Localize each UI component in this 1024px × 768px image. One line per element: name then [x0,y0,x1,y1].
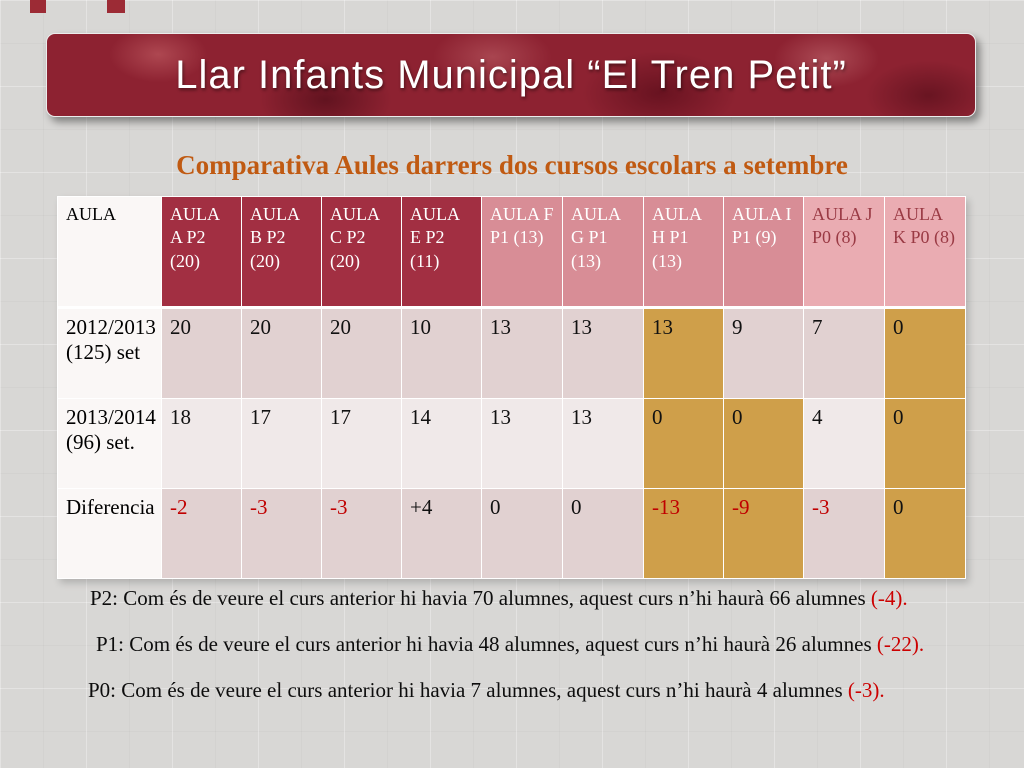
cell: +4 [401,488,482,579]
cell: 13 [481,307,563,399]
note-p2-highlight: (-4). [870,586,908,610]
deco-red-mark-1 [30,0,46,13]
note-p0: P0: Com és de veure el curs anterior hi … [88,678,924,702]
cell: 20 [161,307,242,399]
comparison-table: AULA AULA A P2 (20) AULA B P2 (20) AULA … [57,196,966,579]
cell: 17 [241,398,322,489]
table-row-2013-2014: 2013/2014 (96) set. 18 17 17 14 13 13 0 … [57,398,966,489]
cell-negative: -3 [803,488,885,579]
note-p1-text: P1: Com és de veure el curs anterior hi … [96,632,877,657]
cell-patterned-negative: -13 [643,488,724,579]
cell: 20 [321,307,402,399]
column-header-aula-f: AULA F P1 (13) [481,196,563,309]
cell: 10 [401,307,482,399]
column-header-aula-i: AULA I P1 (9) [723,196,804,309]
column-header-aula-e: AULA E P2 (11) [401,196,482,309]
row-label: 2012/2013 (125) set [57,307,162,399]
cell: 9 [723,307,804,399]
cell: 20 [241,307,322,399]
column-header-aula-h: AULA H P1 (13) [643,196,724,309]
note-p1-highlight: (-22). [876,632,925,657]
cell-patterned-negative: -9 [723,488,804,579]
cell: 13 [562,398,644,489]
cell-negative: -3 [321,488,402,579]
slide-title: Llar Infants Municipal “El Tren Petit” [175,52,847,97]
table-header-row: AULA AULA A P2 (20) AULA B P2 (20) AULA … [57,196,966,309]
cell-patterned: 0 [643,398,724,489]
slide-subtitle: Comparativa Aules darrers dos cursos esc… [176,150,848,180]
cell-negative: -3 [241,488,322,579]
cell-patterned: 0 [884,398,966,489]
notes-block: P2: Com és de veure el curs anterior hi … [88,586,924,724]
column-header-aula-g: AULA G P1 (13) [562,196,644,309]
deco-red-mark-2 [107,0,125,13]
cell: 13 [481,398,563,489]
note-p0-highlight: (-3). [847,678,885,703]
cell: 7 [803,307,885,399]
note-p0-text: P0: Com és de veure el curs anterior hi … [88,678,848,703]
cell-patterned: 0 [884,307,966,399]
row-label: Diferencia [57,488,162,579]
cell: 13 [562,307,644,399]
note-p2: P2: Com és de veure el curs anterior hi … [90,586,924,610]
table-corner-header: AULA [57,196,162,309]
column-header-aula-c: AULA C P2 (20) [321,196,402,309]
column-header-aula-j: AULA J P0 (8) [803,196,885,309]
cell: 4 [803,398,885,489]
note-p1: P1: Com és de veure el curs anterior hi … [96,632,924,656]
note-p2-text: P2: Com és de veure el curs anterior hi … [90,586,871,610]
cell-patterned: 13 [643,307,724,399]
cell: 14 [401,398,482,489]
cell: 0 [481,488,563,579]
table-row-diferencia: Diferencia -2 -3 -3 +4 0 0 -13 -9 -3 0 [57,488,966,579]
cell: 17 [321,398,402,489]
table-row-2012-2013: 2012/2013 (125) set 20 20 20 10 13 13 13… [57,307,966,399]
column-header-aula-b: AULA B P2 (20) [241,196,322,309]
cell-patterned: 0 [723,398,804,489]
title-banner: Llar Infants Municipal “El Tren Petit” [46,33,976,117]
column-header-aula-a: AULA A P2 (20) [161,196,242,309]
row-label: 2013/2014 (96) set. [57,398,162,489]
cell-negative: -2 [161,488,242,579]
cell: 18 [161,398,242,489]
cell-patterned: 0 [884,488,966,579]
cell: 0 [562,488,644,579]
column-header-aula-k: AULA K P0 (8) [884,196,966,309]
